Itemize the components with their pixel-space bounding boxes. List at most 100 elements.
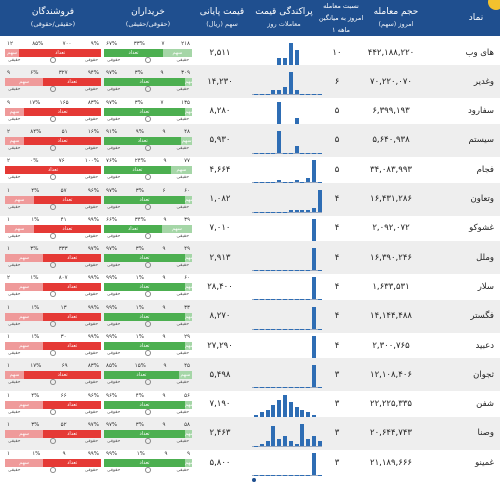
sellers-breakdown: ۱ ۱۷% ۶۹ ۸۳% سهم تعداد حقیقی حقوقی	[5, 363, 101, 386]
buyers-count-bar: تعداد	[104, 459, 185, 468]
buyers-real-pct: ۹۹%	[106, 451, 118, 458]
symbol-name[interactable]: غشوکو	[469, 223, 494, 234]
buyers-count-bar: تعداد	[104, 254, 185, 263]
buyers-real-pct: ۹۷%	[106, 187, 118, 194]
symbol-name[interactable]: سفارود	[467, 106, 494, 117]
symbol-name[interactable]: وصنا	[477, 428, 494, 439]
symbol-name[interactable]: وملل	[476, 252, 494, 263]
symbol-name[interactable]: فجام	[476, 164, 494, 175]
symbol-name[interactable]: سیستم	[468, 135, 495, 146]
sellers-count-bar: تعداد	[33, 195, 101, 204]
histogram-bar	[277, 475, 282, 477]
buyers-mid-value: ۹	[163, 363, 167, 370]
sellers-count-bar: تعداد	[24, 371, 101, 380]
table-row[interactable]: سیستم ۵,۶۴۰,۹۳۸ ۵ ۵,۹۳۰ ۹۱% ۹% ۹ ۴۸ تعدا…	[0, 123, 500, 157]
buyers-breakdown: ۹۷% ۳% ۶ ۶۰ تعداد سهم حقوقی حقیقی	[104, 188, 192, 211]
symbol-name[interactable]: وتعاون	[470, 194, 494, 204]
table-row[interactable]: وصنا ۲۰,۶۴۴,۷۴۳ ۳ ۲,۴۶۳ ۹۷% ۳% ۹ ۵۸ تعدا…	[0, 416, 500, 450]
symbol-name[interactable]: غمینو	[475, 457, 494, 468]
histogram-bar	[277, 270, 282, 272]
buyers-shares-bar: سهم	[184, 78, 192, 87]
price-histogram	[248, 274, 326, 301]
buyers-count: ۶۰	[184, 275, 190, 282]
symbol-name[interactable]: های وب	[465, 47, 494, 58]
histogram-bar	[317, 475, 322, 477]
buyers-real-label: حقیقی	[176, 175, 189, 181]
table-row[interactable]: دعبید ۲,۳۰۰,۷۶۵ ۴ ۲۷,۲۹۰ ۹۹% ۱% ۹ ۲۹ تعد…	[0, 329, 500, 362]
histogram-bar	[265, 475, 270, 477]
symbol-name[interactable]: سلار	[477, 281, 494, 292]
histogram-bar	[277, 399, 282, 417]
sellers-shares-bar: سهم	[5, 371, 25, 380]
table-row[interactable]: ثجوان ۱۲,۱۰۸,۴۰۶ ۳ ۵,۴۹۸ ۸۵% ۱۵% ۹ ۴۵ تع…	[0, 358, 500, 392]
table-row[interactable]: فجام ۳۴,۰۸۳,۹۹۳ ۵ ۴,۶۶۴ ۷۶% ۲۴% ۹ ۷۷ تعد…	[0, 153, 500, 186]
histogram-bar	[317, 440, 322, 446]
buyers-legal-label: حقوقی	[107, 380, 121, 386]
histogram-bar	[306, 438, 311, 446]
pagination-dot[interactable]	[252, 478, 256, 482]
sellers-count-bar: تعداد	[33, 224, 101, 233]
symbol-name[interactable]: شفن	[476, 399, 494, 410]
histogram-bar	[312, 453, 316, 476]
symbol-name[interactable]: ثجوان	[473, 369, 494, 380]
buyers-legal-pct: ۹%	[135, 128, 144, 135]
buyers-legal-label: حقوقی	[107, 145, 121, 151]
sellers-pct-b: ۶%	[30, 70, 39, 77]
ratio-value: ۴	[334, 252, 340, 263]
buyers-breakdown: ۶۷% ۳۳% ۷ ۲۱۸ تعداد سهم حقوقی حقیقی	[104, 41, 192, 64]
table-row[interactable]: غمینو ۲۱,۱۸۹,۶۶۶ ۳ ۵,۸۰۰ ۹۹% ۱% ۹ ۹ تعدا…	[0, 446, 500, 479]
sellers-breakdown: ۱ ۱% ۹ ۹۹% سهم تعداد حقیقی حقوقی	[5, 451, 101, 474]
histogram-bar	[300, 409, 305, 417]
sellers-shares-bar: سهم	[5, 254, 44, 263]
histogram-bar	[294, 117, 299, 124]
sellers-breakdown: ۱ ۱% ۳۰ ۹۹% سهم تعداد حقیقی حقوقی	[5, 334, 101, 357]
histogram-bar	[265, 387, 270, 389]
sellers-legal-label: حقوقی	[84, 263, 98, 269]
sellers-legal-label: حقوقی	[84, 321, 98, 327]
histogram-bar	[283, 475, 287, 477]
buyers-mid-value: ۹	[163, 216, 167, 223]
histogram-bar	[271, 425, 276, 446]
buyers-mid-value: ۹	[162, 128, 166, 135]
histogram-bar	[300, 209, 305, 212]
table-row[interactable]: سلار ۱,۶۳۳,۵۳۱ ۴ ۲۸,۴۰۰ ۹۹% ۱% ۹ ۶۰ تعدا…	[0, 270, 500, 303]
price-histogram	[248, 245, 326, 272]
sellers-count-bar: تعداد	[19, 49, 101, 57]
table-row[interactable]: شفن ۲۲,۲۲۵,۳۳۵ ۳ ۷,۱۹۰ ۹۶% ۴% ۹ ۵۶ تعداد…	[0, 388, 500, 421]
close-price: ۱۴,۲۳۰	[207, 76, 233, 87]
histogram-bar	[265, 211, 270, 213]
sellers-pct-a: ۱۶%	[87, 128, 99, 135]
histogram-bar	[271, 475, 276, 477]
symbol-name[interactable]: وغدیر	[473, 76, 494, 87]
table-row[interactable]: های وب ۴۴۲,۱۸۸,۲۲۰ ۱۰ ۲,۵۱۱ ۶۷% ۳۳% ۷ ۲۱…	[0, 36, 500, 69]
person-icon	[49, 379, 56, 386]
sellers-count: ۱	[7, 421, 10, 428]
close-price: ۲,۴۶۳	[209, 428, 231, 439]
sellers-value: ۱۳	[60, 304, 67, 311]
buyers-legal-label: حقوقی	[107, 175, 121, 181]
symbol-name[interactable]: دعبید	[475, 340, 494, 351]
histogram-bar	[271, 90, 276, 95]
sellers-pct-b: ۸۵%	[32, 41, 44, 47]
histogram-bar	[288, 152, 293, 154]
table-row[interactable]: فگستر ۱۴,۱۴۴,۴۸۸ ۴ ۸,۲۷۰ ۹۹% ۱% ۹ ۳۳ تعد…	[0, 299, 500, 333]
table-row[interactable]: وغدیر ۷۰,۲۲۰,۰۷۰ ۶ ۱۴,۲۳۰ ۹۷% ۳% ۹ ۳۰۹ ت…	[0, 65, 500, 99]
buyers-count-bar: تعداد	[104, 166, 171, 175]
table-row[interactable]: غشوکو ۲,۰۹۲,۰۷۲ ۴ ۷,۰۱۰ ۶۶% ۳۴% ۹ ۳۹ تعد…	[0, 212, 500, 245]
sellers-pct-b: ۱%	[31, 334, 40, 340]
buyers-real-label: حقیقی	[176, 145, 189, 151]
sellers-real-label: حقیقی	[8, 351, 21, 356]
sellers-real-label: حقیقی	[8, 263, 21, 269]
buyers-real-label: حقیقی	[176, 468, 189, 474]
table-row[interactable]: وملل ۱۶,۳۹۰,۲۴۶ ۴ ۲,۹۱۳ ۹۷% ۳% ۹ ۴۹ تعدا…	[0, 241, 500, 275]
buyers-breakdown: ۸۵% ۱۵% ۹ ۴۵ تعداد سهم حقوقی حقیقی	[104, 363, 192, 386]
histogram-bar	[254, 387, 258, 389]
symbol-name[interactable]: فگستر	[470, 311, 494, 322]
histogram-bar	[294, 475, 299, 477]
sellers-breakdown: ۲ ۸۴% ۵۱ ۱۶% سهم تعداد حقیقی حقوقی	[5, 129, 101, 152]
histogram-bar	[312, 94, 316, 96]
buyers-real-label: حقیقی	[176, 116, 189, 122]
table-row[interactable]: سفارود ۶,۳۹۹,۱۹۳ ۵ ۸,۲۸۰ ۹۷% ۳% ۷ ۱۳۵ تع…	[0, 95, 500, 128]
sellers-breakdown: ۱ ۳% ۵۲ ۹۷% سهم تعداد حقیقی حقوقی	[5, 422, 101, 445]
table-row[interactable]: وتعاون ۱۶,۴۳۱,۲۸۶ ۴ ۱,۰۸۲ ۹۷% ۳% ۶ ۶۰ تع…	[0, 182, 500, 216]
